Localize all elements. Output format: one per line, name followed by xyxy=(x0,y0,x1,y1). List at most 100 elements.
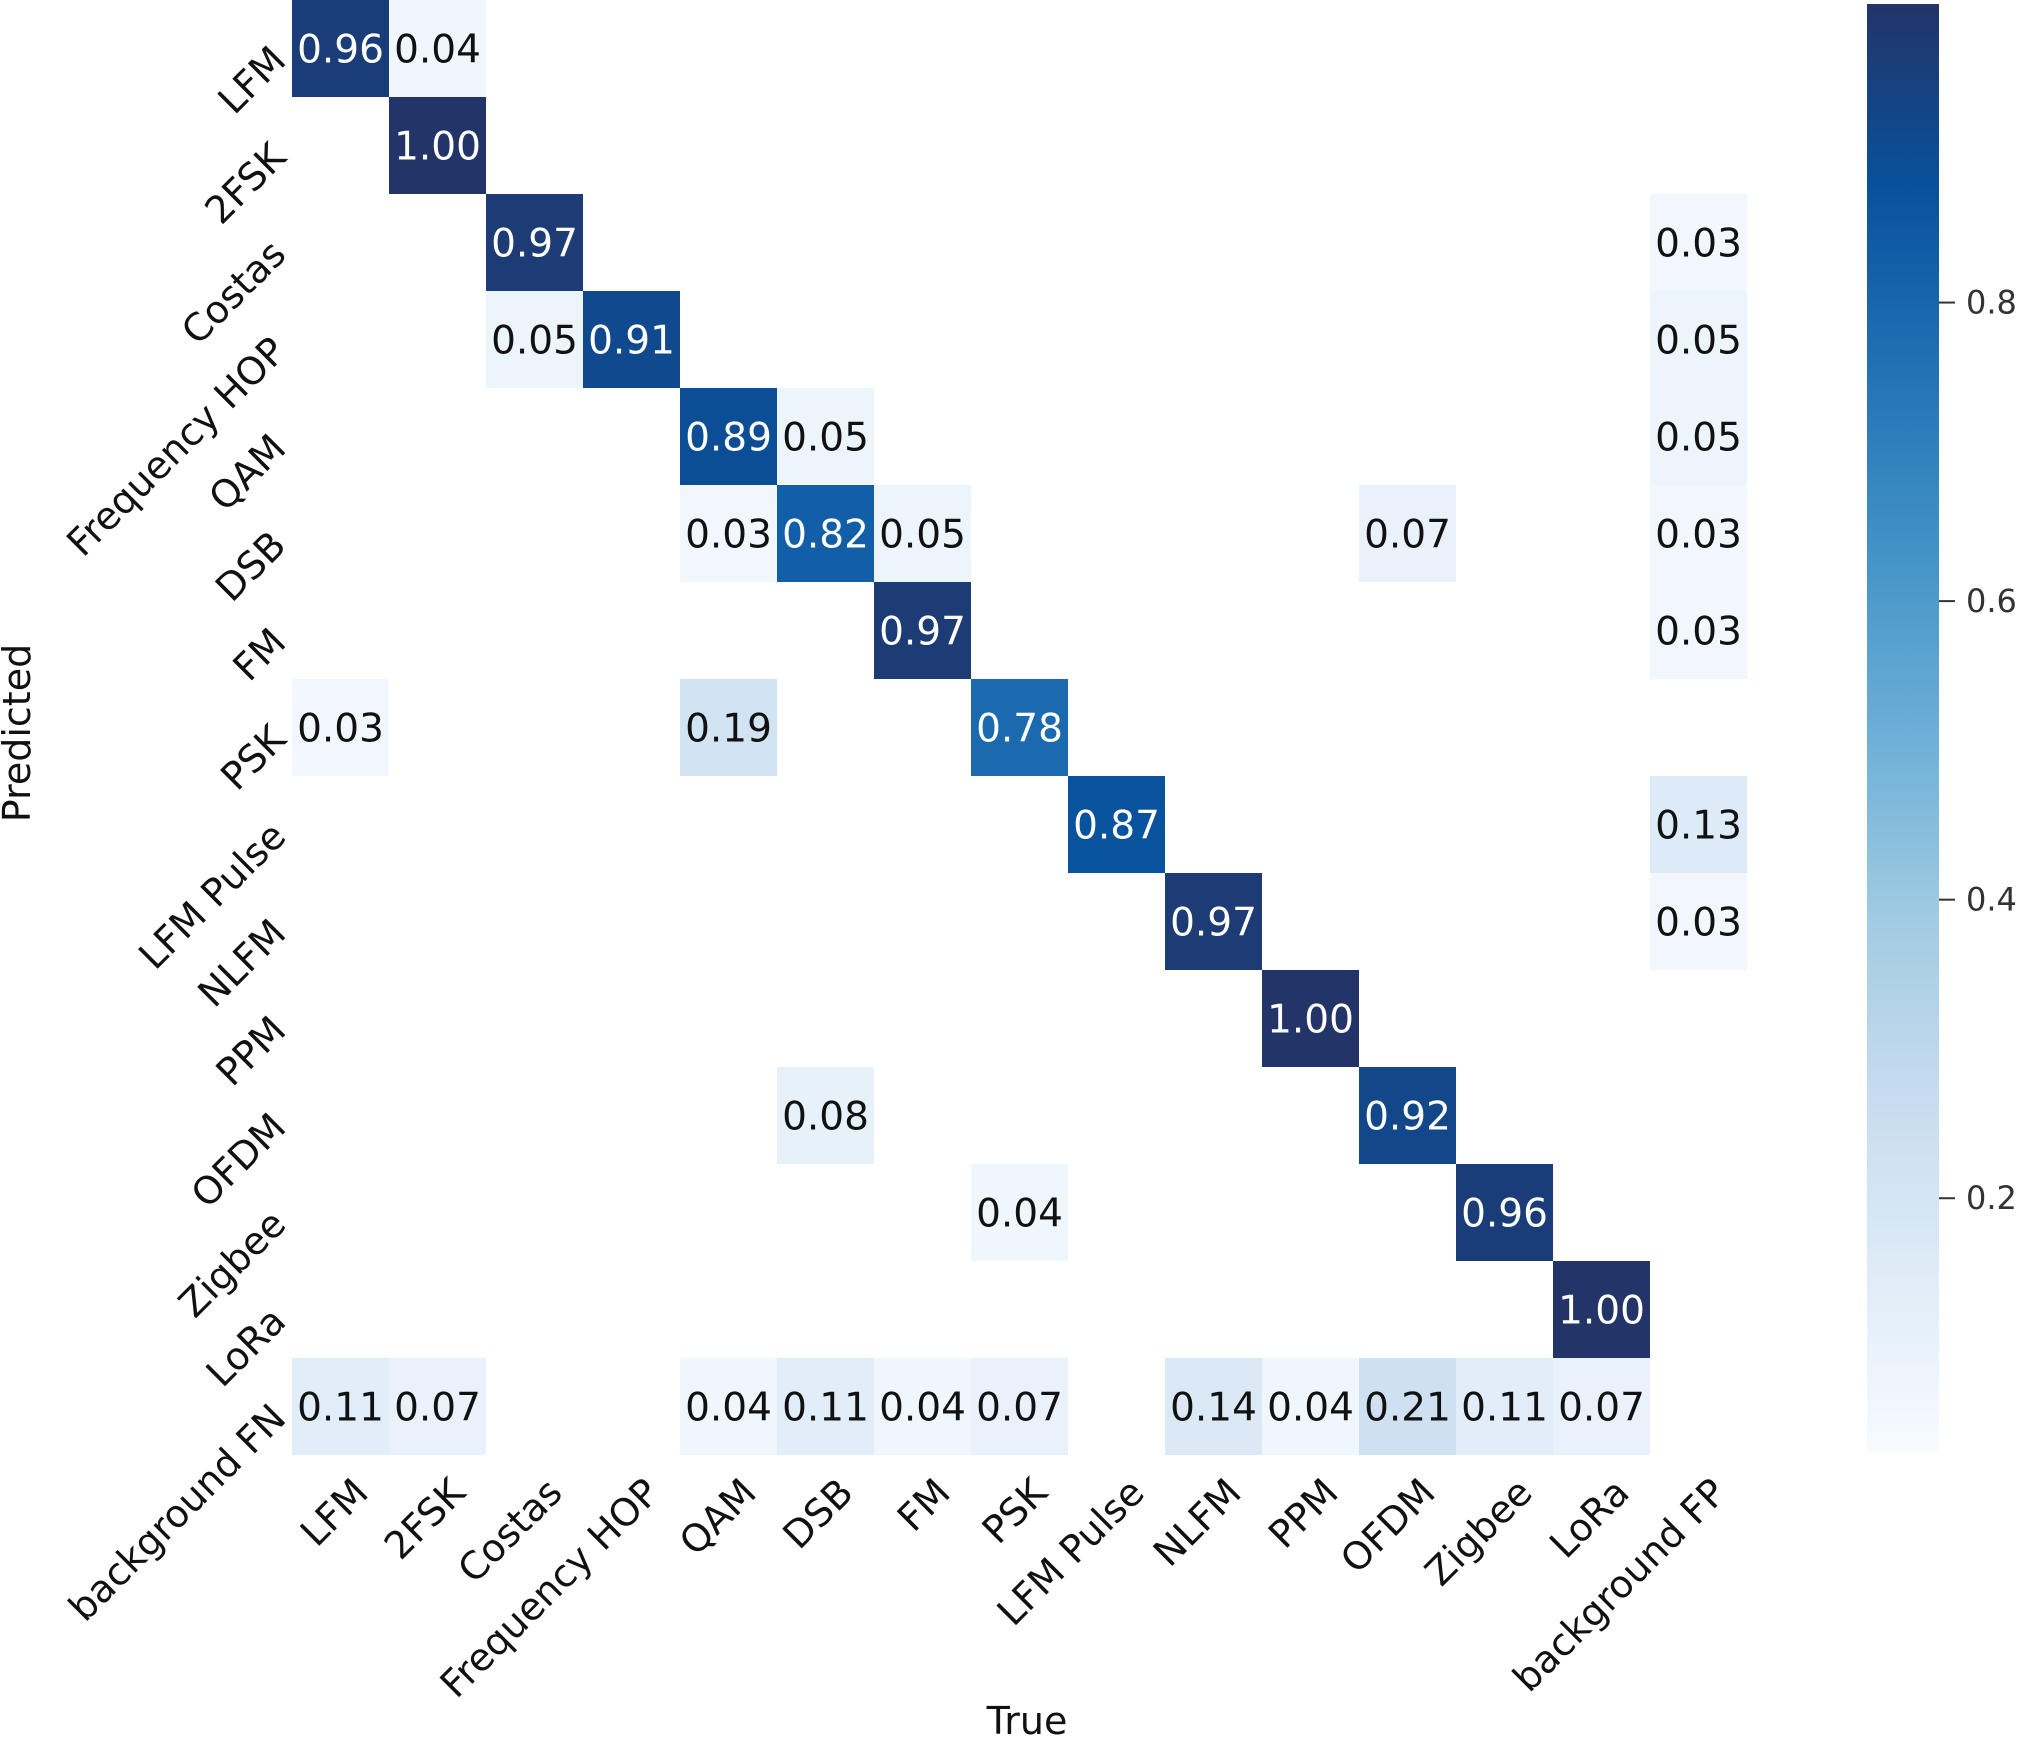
heatmap-cell xyxy=(1650,388,1747,485)
cell-value-label: 0.07 xyxy=(976,1386,1063,1431)
cell-value-label: 0.04 xyxy=(394,28,481,73)
x-tick-label: FM xyxy=(889,1470,959,1540)
heatmap-cell xyxy=(1262,970,1359,1067)
cell-value-label: 0.89 xyxy=(685,416,772,461)
heatmap-cell xyxy=(971,679,1068,776)
heatmap-cell xyxy=(874,485,971,582)
colorbar-tick-label: 0.2 xyxy=(1966,1179,2017,1217)
heatmap-cell xyxy=(1650,485,1747,582)
heatmap-cell xyxy=(1553,1261,1650,1358)
cell-value-label: 0.96 xyxy=(1461,1192,1548,1237)
y-tick-label: LFM xyxy=(210,38,295,123)
y-tick-label: Costas xyxy=(173,232,294,353)
heatmap-cell xyxy=(1553,1358,1650,1455)
colorbar-ticks: 0.2 0.4 0.6 0.8 xyxy=(1939,284,2017,1217)
heatmap-cell xyxy=(486,194,583,291)
cell-value-label: 0.78 xyxy=(976,707,1063,752)
x-tick-label: PSK xyxy=(974,1469,1057,1552)
heatmap-cell xyxy=(389,97,486,194)
cell-value-label: 0.05 xyxy=(879,513,966,558)
cell-value-label: 1.00 xyxy=(394,125,481,170)
heatmap-cell xyxy=(1650,582,1747,679)
heatmap-cell xyxy=(874,1358,971,1455)
x-tick-label: LFM xyxy=(292,1470,377,1555)
x-tick-label: NLFM xyxy=(1145,1470,1250,1575)
heatmap-cells: 0.96 0.041.000.97 0.030.05 0.91 0.050.89 0.05… xyxy=(292,0,1747,1455)
y-tick-label: Zigbee xyxy=(170,1202,294,1326)
colorbar xyxy=(1867,4,1939,1452)
cell-value-label: 0.05 xyxy=(491,319,578,364)
cell-value-label: 0.03 xyxy=(1655,610,1742,655)
cell-value-label: 0.91 xyxy=(588,319,675,364)
cell-value-label: 0.92 xyxy=(1364,1095,1451,1140)
heatmap-cell xyxy=(777,1358,874,1455)
colorbar-tick-label: 0.4 xyxy=(1966,881,2017,919)
heatmap-cell xyxy=(389,1358,486,1455)
y-tick-label: background FN xyxy=(60,1396,294,1630)
heatmap-cell xyxy=(292,679,389,776)
heatmap-cell xyxy=(389,0,486,97)
cell-value-label: 0.03 xyxy=(1655,901,1742,946)
x-tick-label: DSB xyxy=(774,1470,861,1557)
cell-value-label: 0.05 xyxy=(1655,319,1742,364)
heatmap-cell xyxy=(486,291,583,388)
x-tick-label: PPM xyxy=(1260,1470,1347,1557)
cell-value-label: 0.04 xyxy=(976,1192,1063,1237)
cell-value-label: 0.11 xyxy=(1461,1386,1548,1431)
y-tick-label: OFDM xyxy=(183,1105,295,1217)
colorbar-tick-label: 0.8 xyxy=(1966,284,2017,322)
heatmap-cell xyxy=(1165,1358,1262,1455)
y-tick-label: 2FSK xyxy=(196,134,295,233)
x-tick-label: Zigbee xyxy=(1416,1470,1540,1594)
heatmap-cell xyxy=(1068,776,1165,873)
heatmap-cell xyxy=(971,1164,1068,1261)
heatmap-cell xyxy=(680,679,777,776)
heatmap-cell xyxy=(1165,873,1262,970)
cell-value-label: 0.08 xyxy=(782,1095,869,1140)
heatmap-cell xyxy=(1456,1164,1553,1261)
cell-value-label: 0.97 xyxy=(491,222,578,267)
cell-value-label: 0.04 xyxy=(685,1386,772,1431)
cell-value-label: 0.11 xyxy=(782,1386,869,1431)
cell-value-label: 0.07 xyxy=(1558,1386,1645,1431)
cell-value-label: 0.96 xyxy=(297,28,384,73)
x-axis-title: True xyxy=(986,1699,1068,1738)
heatmap-cell xyxy=(292,0,389,97)
cell-value-label: 0.04 xyxy=(879,1386,966,1431)
cell-value-label: 0.87 xyxy=(1073,804,1160,849)
heatmap-cell xyxy=(777,388,874,485)
y-tick-label: DSB xyxy=(207,523,294,610)
heatmap-cell xyxy=(680,485,777,582)
heatmap-cell xyxy=(292,1358,389,1455)
heatmap-cell xyxy=(1262,1358,1359,1455)
cell-value-label: 0.03 xyxy=(1655,513,1742,558)
cell-value-label: 0.04 xyxy=(1267,1386,1354,1431)
heatmap-cell xyxy=(680,1358,777,1455)
y-tick-label: PPM xyxy=(208,1008,295,1095)
heatmap-cell xyxy=(777,485,874,582)
cell-value-label: 0.14 xyxy=(1170,1386,1257,1431)
y-tick-label: FM xyxy=(225,620,295,690)
y-tick-label: PSK xyxy=(212,716,295,799)
cell-value-label: 1.00 xyxy=(1558,1289,1645,1334)
heatmap-cell xyxy=(1456,1358,1553,1455)
cell-value-label: 0.07 xyxy=(394,1386,481,1431)
y-axis-title: Predicted xyxy=(0,644,39,822)
cell-value-label: 0.05 xyxy=(1655,416,1742,461)
heatmap-cell xyxy=(1359,1358,1456,1455)
heatmap-cell xyxy=(1359,1067,1456,1164)
cell-value-label: 0.13 xyxy=(1655,804,1742,849)
cell-value-label: 0.97 xyxy=(1170,901,1257,946)
cell-value-label: 1.00 xyxy=(1267,998,1354,1043)
cell-value-label: 0.07 xyxy=(1364,513,1451,558)
cell-value-label: 0.97 xyxy=(879,610,966,655)
cell-value-label: 0.05 xyxy=(782,416,869,461)
cell-value-label: 0.11 xyxy=(297,1386,384,1431)
cell-value-label: 0.21 xyxy=(1364,1386,1451,1431)
cell-value-label: 0.03 xyxy=(1655,222,1742,267)
heatmap-cell xyxy=(680,388,777,485)
heatmap-cell xyxy=(1650,194,1747,291)
